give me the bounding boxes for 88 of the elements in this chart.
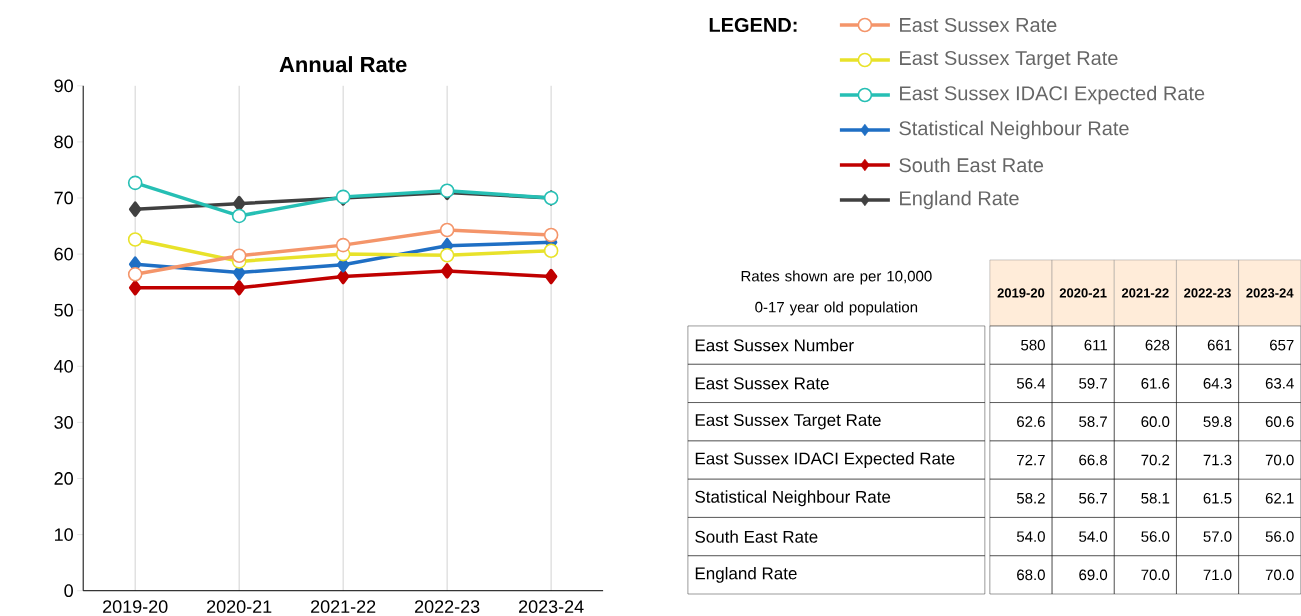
legend-label: East Sussex Rate	[900, 17, 1057, 32]
point	[440, 263, 454, 279]
text: South East Rate	[695, 530, 818, 543]
data-label: 59.8	[1203, 416, 1232, 427]
point	[231, 208, 247, 224]
data-label: 58.2	[1016, 492, 1045, 504]
data-label: 61.5	[1203, 492, 1232, 504]
data-label: 70.2	[1141, 454, 1170, 466]
point	[439, 247, 455, 263]
x-tick-label: 2023-24	[519, 600, 584, 613]
data-label: 56.0	[1265, 531, 1294, 542]
data-label: 62.1	[1265, 492, 1294, 504]
data-label: 64.3	[1203, 377, 1232, 389]
y-tick-label: 90	[54, 79, 73, 93]
data-label: 57.0	[1203, 531, 1232, 542]
data-label: 628	[1145, 339, 1170, 351]
data-label: 70.0	[1265, 569, 1294, 581]
category-label: 2019-20	[997, 288, 1045, 298]
category-label: 2021-22	[1121, 288, 1169, 298]
data-label: 580	[1021, 339, 1045, 351]
y-tick-label: 30	[54, 415, 73, 429]
text: East Sussex Rate	[695, 377, 829, 390]
point	[127, 232, 143, 247]
point	[439, 222, 455, 238]
point	[543, 243, 559, 258]
data-label: 70.0	[1265, 454, 1294, 466]
point	[231, 248, 247, 263]
x-tick-label: 2020-21	[207, 600, 272, 613]
y-tick-label: 70	[54, 191, 73, 205]
point	[543, 227, 559, 243]
data-label: 70.0	[1141, 569, 1170, 581]
point	[544, 268, 558, 285]
data-label: 56.4	[1016, 377, 1046, 389]
legend-label: South East Rate	[899, 157, 1044, 173]
y-tick-label: 20	[54, 471, 73, 485]
data-label: 58.7	[1079, 416, 1107, 427]
x-tick-label: 2019-20	[103, 600, 168, 613]
y-tick-label: 0	[64, 584, 73, 597]
text: East Sussex Number	[695, 338, 854, 352]
category-label: 2020-21	[1059, 288, 1107, 298]
data-label: 69.0	[1079, 569, 1108, 581]
data-label: 657	[1270, 339, 1294, 351]
data-label: 62.6	[1017, 416, 1045, 427]
y-tick-label: 50	[54, 303, 73, 317]
point	[127, 266, 143, 282]
data-label: 66.8	[1079, 454, 1108, 466]
data-label: 71.3	[1203, 454, 1232, 466]
data-label: 63.4	[1265, 377, 1294, 389]
data-label: 71.0	[1203, 569, 1232, 581]
point	[336, 268, 350, 285]
x-tick-label: 2022-23	[415, 600, 480, 613]
data-label: 60.0	[1141, 416, 1170, 427]
point	[335, 237, 351, 253]
point	[232, 279, 246, 296]
y-tick-label: 80	[54, 135, 73, 149]
legend-label: East Sussex Target Rate	[900, 50, 1118, 69]
data-label: 54.0	[1016, 531, 1045, 542]
legend-label: Statistical Neighbour Rate	[899, 120, 1129, 140]
text: East Sussex Target Rate	[695, 413, 881, 430]
data-label: 56.0	[1141, 531, 1170, 542]
y-tick-label: 40	[54, 359, 73, 373]
x-tick-label: 2021-22	[311, 600, 376, 613]
legend-title: LEGEND:	[709, 17, 797, 32]
data-label: 56.7	[1079, 492, 1107, 504]
data-label: 59.7	[1079, 377, 1107, 389]
data-label: 60.6	[1265, 416, 1294, 427]
legend-label: England Rate	[900, 190, 1019, 210]
point	[232, 195, 246, 212]
data-label: 54.0	[1079, 531, 1108, 542]
data-label: 61.6	[1141, 377, 1170, 389]
data-label: 72.7	[1017, 454, 1045, 466]
y-tick-label: 60	[54, 247, 73, 261]
chart-title: Annual Rate	[279, 55, 407, 73]
category-label: 2022-23	[1184, 288, 1231, 298]
legend-label: East Sussex IDACI Expected Rate	[695, 451, 955, 468]
point	[127, 175, 143, 190]
point	[128, 201, 142, 217]
data-label: 68.0	[1017, 569, 1045, 581]
data-label: 58.1	[1141, 492, 1170, 504]
data-label: 611	[1084, 339, 1107, 351]
legend-label: East Sussex IDACI Expected Rate	[900, 85, 1205, 105]
text: Rates shown are per 10,000 0-17 year old population	[741, 270, 932, 316]
text: England Rate	[695, 566, 797, 583]
category-label: 2023-24	[1246, 288, 1294, 298]
point	[128, 279, 142, 296]
data-label: 661	[1207, 339, 1232, 351]
y-tick-label: 10	[55, 528, 73, 541]
text: Statistical Neighbour Rate	[695, 490, 891, 507]
